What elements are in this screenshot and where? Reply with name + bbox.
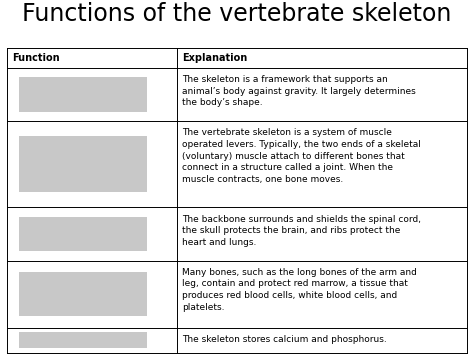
Text: Functions of the vertebrate skeleton: Functions of the vertebrate skeleton (22, 2, 452, 26)
Text: The skeleton stores calcium and phosphorus.: The skeleton stores calcium and phosphor… (182, 335, 387, 344)
Text: Explanation: Explanation (182, 53, 247, 63)
Text: The vertebrate skeleton is a system of muscle
operated levers. Typically, the tw: The vertebrate skeleton is a system of m… (182, 128, 421, 184)
Text: Many bones, such as the long bones of the arm and
leg, contain and protect red m: Many bones, such as the long bones of th… (182, 268, 417, 312)
Text: Function: Function (12, 53, 59, 63)
Text: The skeleton is a framework that supports an
animal’s body against gravity. It l: The skeleton is a framework that support… (182, 75, 416, 107)
Text: The backbone surrounds and shields the spinal cord,
the skull protects the brain: The backbone surrounds and shields the s… (182, 215, 421, 247)
